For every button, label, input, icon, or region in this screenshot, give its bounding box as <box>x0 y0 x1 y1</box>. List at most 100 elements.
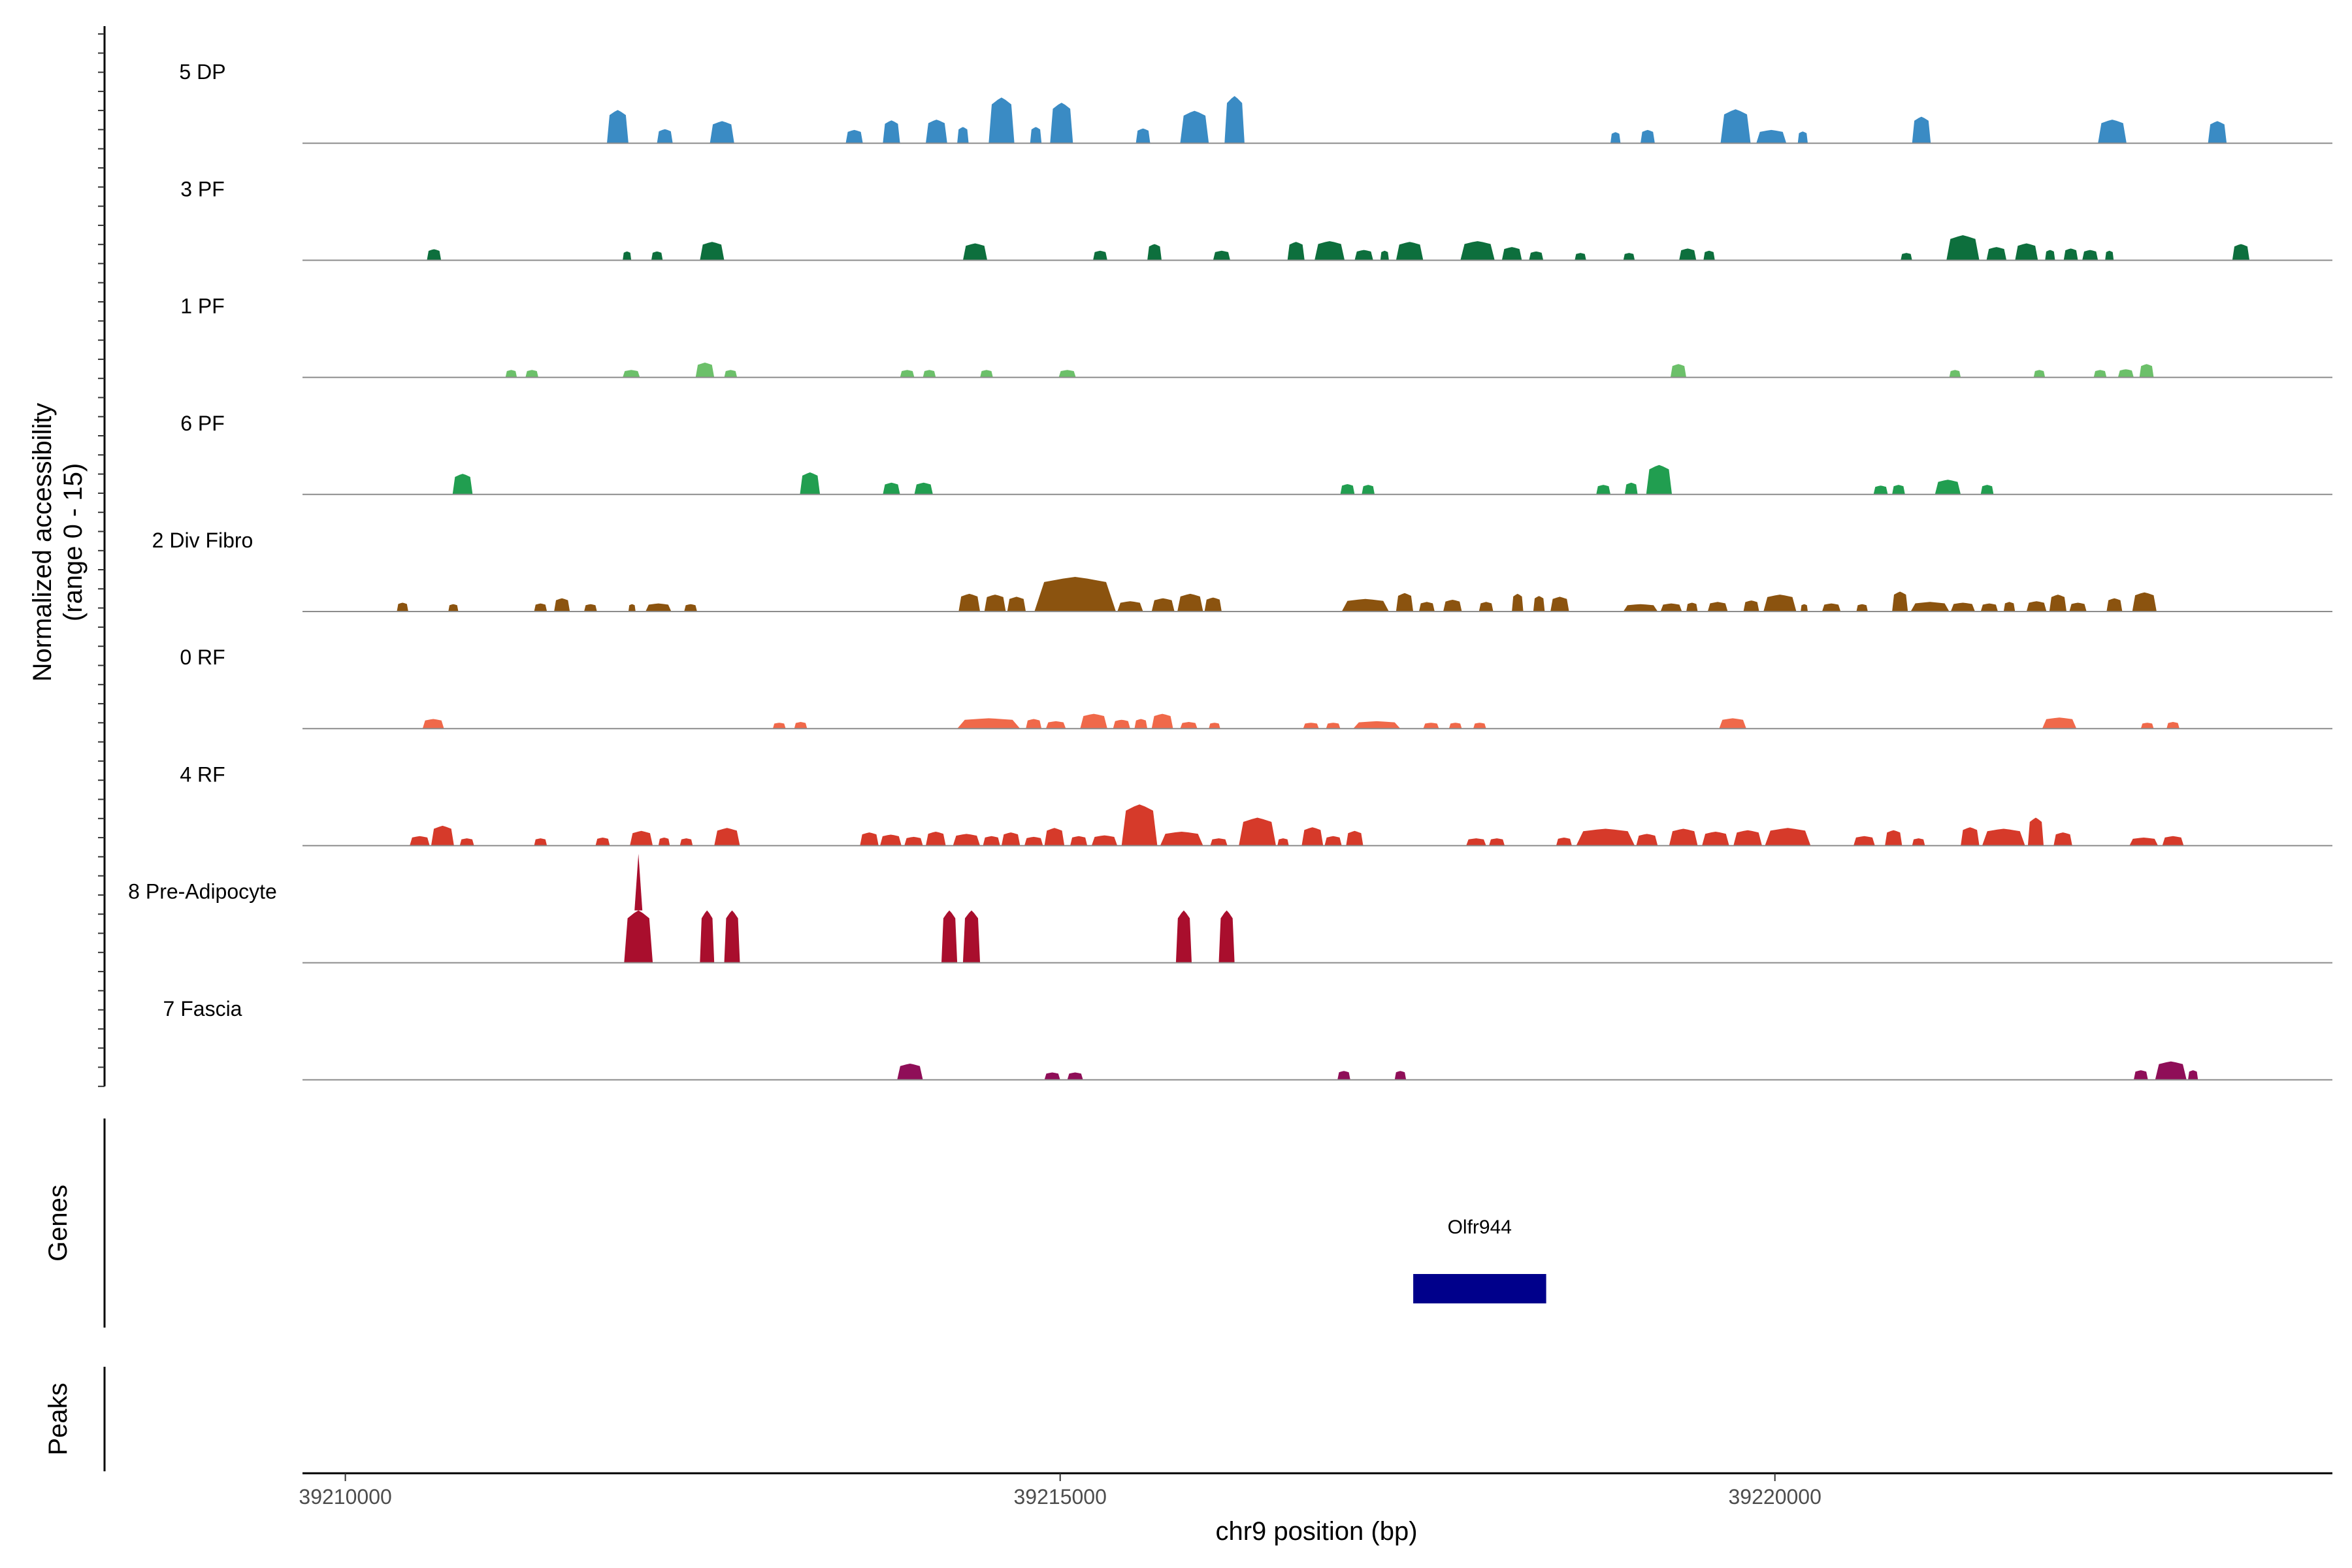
coverage-peak <box>422 719 444 729</box>
coverage-peak <box>2188 1070 2198 1080</box>
coverage-peak <box>1720 109 1751 144</box>
coverage-peak <box>2106 598 2123 612</box>
coverage-peak <box>695 363 715 378</box>
coverage-peak <box>1277 838 1289 846</box>
coverage-peak <box>1641 129 1655 144</box>
coverage-peak <box>1180 722 1198 729</box>
coverage-peak <box>1982 828 2025 846</box>
coverage-peak <box>1512 593 1524 612</box>
genes-panel-title: Genes <box>44 1184 73 1262</box>
coverage-peak <box>1341 598 1389 612</box>
track-label: 6 PF <box>180 412 225 435</box>
coverage-peak <box>1113 719 1130 729</box>
coverage-peak <box>2015 243 2038 261</box>
coverage-peak <box>1854 836 1875 846</box>
coverage-peak <box>1394 1071 1407 1080</box>
coverage-peak <box>630 830 653 846</box>
coverage-peak <box>607 110 629 144</box>
coverage-peak <box>1946 235 1980 261</box>
coverage-peak <box>1151 713 1173 729</box>
coverage-peak <box>2082 250 2099 261</box>
coverage-peak <box>1575 253 1586 261</box>
coverage-peak <box>714 828 740 846</box>
coverage-peak <box>1315 241 1345 261</box>
coverage-peak <box>1986 247 2007 261</box>
coverage-peak <box>1949 370 1961 378</box>
coverage-peak <box>1448 723 1462 729</box>
coverage-peak <box>2098 120 2127 144</box>
coverage-peak <box>1218 910 1235 963</box>
coverage-peak <box>800 472 821 495</box>
track-0: 5 DP <box>179 60 2332 144</box>
coverage-peak <box>1303 723 1319 729</box>
coverage-peak <box>410 836 430 846</box>
y-axis <box>98 26 106 1087</box>
coverage-peak <box>700 910 715 963</box>
coverage-peak <box>1669 828 1698 846</box>
coverage-peak <box>1756 129 1787 144</box>
coverage-peak <box>1892 485 1905 495</box>
coverage-peak <box>534 603 547 612</box>
coverage-peak <box>1873 485 1888 495</box>
coverage-peak <box>1646 465 1673 495</box>
coverage-peak <box>1091 835 1118 846</box>
coverage-peak <box>1719 718 1746 729</box>
track-label: 2 Div Fibro <box>152 529 253 552</box>
coverage-peak <box>700 242 725 261</box>
coverage-peak <box>845 129 863 144</box>
coverage-peak <box>1134 719 1148 729</box>
coverage-peak <box>1443 600 1462 612</box>
coverage-peak <box>1460 241 1495 261</box>
coverage-peak <box>1856 604 1868 612</box>
coverage-peak <box>1623 253 1635 261</box>
coverage-peak <box>926 832 946 846</box>
coverage-peak <box>397 602 408 612</box>
track-1: 3 PF <box>180 177 2332 261</box>
coverage-peak <box>1346 830 1364 846</box>
coverage-peak <box>2042 717 2077 729</box>
coverage-peak <box>941 910 958 963</box>
coverage-peak <box>1044 828 1065 846</box>
coverage-peak <box>2208 121 2227 144</box>
coverage-peak <box>710 121 734 144</box>
track-3: 6 PF <box>180 412 2332 495</box>
coverage-peak <box>880 834 902 846</box>
coverage-peak <box>1533 596 1545 612</box>
track-label: 0 RF <box>180 645 225 669</box>
track-label: 4 RF <box>180 762 225 786</box>
coverage-peak <box>1910 602 1950 612</box>
coverage-peak <box>1624 482 1638 495</box>
coverage-peak <box>1044 1072 1060 1080</box>
coverage-peak <box>1396 242 1424 261</box>
track-8: 7 Fascia <box>163 997 2332 1081</box>
coverage-peak <box>1703 250 1715 261</box>
coverage-peak <box>1935 480 1961 495</box>
coverage-peak <box>1950 602 1975 612</box>
coverage-peak <box>1121 804 1158 846</box>
coverage-peak <box>448 604 459 612</box>
coverage-peak <box>923 370 936 378</box>
coverage-tracks: 5 DP 3 PF 1 PF 6 PF 2 Div Fibro 0 RF 4 RF 8 Pre… <box>128 60 2332 1081</box>
coverage-peak <box>1026 719 1042 729</box>
coverage-peak <box>2155 1061 2187 1080</box>
gene-label: Olfr944 <box>1448 1217 1512 1238</box>
gene-body <box>1413 1274 1546 1303</box>
coverage-peak <box>2027 817 2044 846</box>
track-6: 4 RF <box>180 762 2332 847</box>
coverage-peak <box>1380 250 1389 261</box>
coverage-peak <box>1396 593 1414 612</box>
coverage-peak <box>1892 591 1908 612</box>
coverage-peak <box>772 723 786 729</box>
coverage-peak <box>914 482 933 495</box>
coverage-peak <box>2105 250 2114 261</box>
coverage-peak <box>1901 253 1912 261</box>
coverage-peak <box>628 604 636 612</box>
coverage-peak <box>1765 828 1811 846</box>
coverage-peak <box>1961 827 1980 846</box>
coverage-peak <box>1801 604 1808 612</box>
coverage-peak <box>534 838 547 846</box>
coverage-peak <box>904 836 923 846</box>
peaks-panel-title: Peaks <box>44 1382 73 1455</box>
coverage-peak <box>2053 832 2072 846</box>
